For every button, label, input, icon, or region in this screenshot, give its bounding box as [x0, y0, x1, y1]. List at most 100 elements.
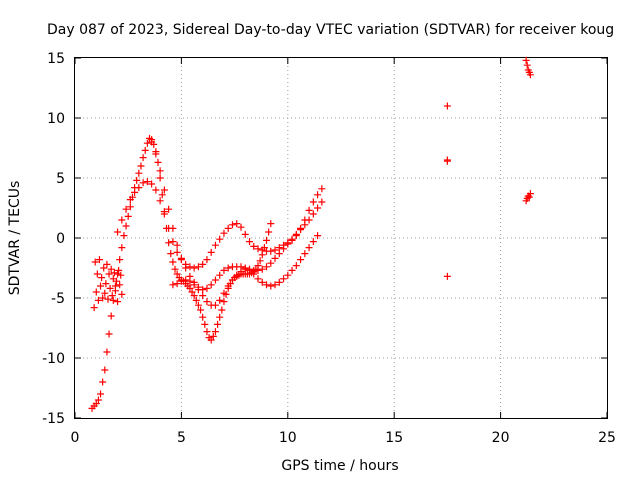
y-tick-label: -15 [42, 411, 65, 427]
data-point [267, 247, 275, 255]
data-point [280, 245, 288, 253]
data-point [126, 196, 134, 204]
data-point [211, 241, 219, 249]
data-point [263, 263, 271, 271]
data-point [94, 396, 102, 404]
data-point [199, 313, 207, 321]
data-point [102, 280, 110, 288]
data-point [167, 250, 175, 258]
data-point [90, 304, 98, 312]
data-point [104, 295, 112, 303]
grid [75, 58, 607, 418]
data-point [106, 284, 114, 292]
data-point [139, 154, 147, 162]
data-point [99, 294, 107, 302]
data-point [523, 61, 531, 69]
data-point [91, 258, 99, 266]
data-point [237, 268, 245, 276]
data-point [203, 256, 211, 264]
data-point [137, 162, 145, 170]
data-point [288, 235, 296, 243]
y-tick-label: 10 [47, 111, 65, 127]
data-point [182, 264, 190, 272]
y-tick-label: 5 [56, 171, 65, 187]
data-point [284, 240, 292, 248]
data-point [224, 224, 232, 232]
data-point [94, 296, 102, 304]
data-point [211, 276, 219, 284]
data-point [209, 332, 217, 340]
data-point [107, 312, 115, 320]
data-point [245, 266, 253, 274]
data-point [156, 197, 164, 205]
data-point [214, 320, 222, 328]
data-point [165, 205, 173, 213]
y-tick-label: -5 [51, 291, 65, 307]
plot-frame [74, 57, 608, 419]
data-point [118, 244, 126, 252]
data-point [186, 263, 194, 271]
data-point [203, 284, 211, 292]
data-point [117, 271, 125, 279]
data-point [97, 390, 105, 398]
data-point [114, 270, 122, 278]
data-point [98, 274, 106, 282]
data-point [271, 246, 279, 254]
data-point [203, 328, 211, 336]
data-points [88, 56, 534, 412]
data-point [224, 282, 232, 290]
x-axis: 0 5 10 15 20 25 [71, 58, 616, 446]
data-point [103, 260, 111, 268]
data-point [190, 264, 198, 272]
data-point [124, 212, 132, 220]
data-point [105, 330, 113, 338]
data-point [171, 265, 179, 273]
data-point [228, 221, 236, 229]
data-point [263, 236, 271, 244]
data-point [173, 270, 181, 278]
data-point [267, 220, 275, 228]
data-point [237, 223, 245, 231]
data-point [165, 239, 173, 247]
data-point [143, 139, 151, 147]
data-point [526, 71, 534, 79]
data-point [148, 138, 156, 146]
data-point [224, 264, 232, 272]
data-point [233, 271, 241, 279]
data-point [92, 288, 100, 296]
chart-title: Day 087 of 2023, Sidereal Day-to-day VTE… [47, 22, 614, 38]
data-point [443, 102, 451, 110]
data-point [314, 232, 322, 240]
data-point [186, 277, 194, 285]
x-tick-label: 25 [598, 430, 616, 446]
data-point [203, 298, 211, 306]
data-point [275, 250, 283, 258]
data-point [99, 378, 107, 386]
y-tick-label: 0 [56, 231, 65, 247]
y-axis: 15 10 5 0 -5 -10 -15 [42, 51, 607, 427]
data-point [101, 289, 109, 297]
data-point [292, 230, 300, 238]
data-point [318, 198, 326, 206]
data-point [233, 220, 241, 228]
data-point [194, 263, 202, 271]
data-point [101, 366, 109, 374]
data-point [216, 271, 224, 279]
data-point [301, 250, 309, 258]
data-point [177, 277, 185, 285]
series-trace-b [114, 178, 326, 272]
data-point [194, 286, 202, 294]
data-point [525, 193, 533, 201]
data-point [220, 266, 228, 274]
data-point [250, 242, 258, 250]
data-point [111, 287, 119, 295]
data-point [254, 275, 262, 283]
data-point [114, 298, 122, 306]
series-trace-f-late [443, 56, 534, 280]
data-point [526, 190, 534, 198]
data-point [263, 281, 271, 289]
data-point [220, 298, 228, 306]
x-tick-label: 10 [279, 430, 297, 446]
data-point [241, 230, 249, 238]
data-point [135, 184, 143, 192]
